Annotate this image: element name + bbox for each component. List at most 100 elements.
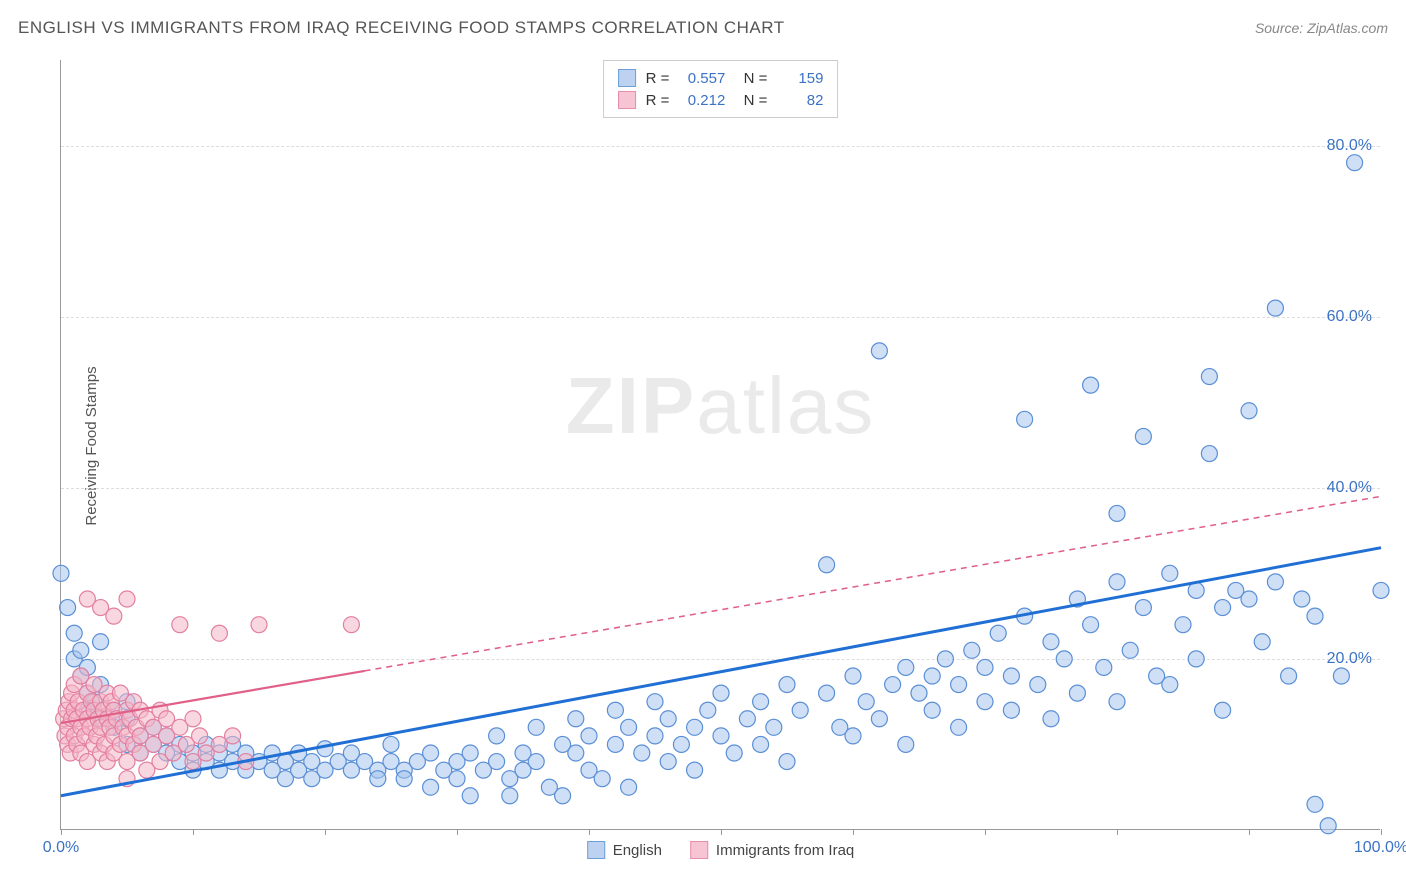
- data-point: [528, 719, 544, 735]
- data-point: [621, 779, 637, 795]
- data-point: [1003, 668, 1019, 684]
- data-point: [1069, 685, 1085, 701]
- data-point: [1188, 651, 1204, 667]
- data-point: [66, 625, 82, 641]
- legend-n-label: N =: [735, 92, 767, 109]
- data-point: [1096, 659, 1112, 675]
- data-point: [660, 754, 676, 770]
- data-point: [1215, 702, 1231, 718]
- data-point: [779, 754, 795, 770]
- data-point: [634, 745, 650, 761]
- data-point: [1307, 608, 1323, 624]
- data-point: [1083, 377, 1099, 393]
- data-point: [1347, 155, 1363, 171]
- legend-n-value: 82: [777, 92, 823, 109]
- data-point: [871, 343, 887, 359]
- data-point: [53, 565, 69, 581]
- data-point: [1162, 565, 1178, 581]
- data-point: [753, 694, 769, 710]
- x-tick-label: 100.0%: [1354, 839, 1406, 857]
- data-point: [462, 788, 478, 804]
- data-point: [1241, 591, 1257, 607]
- data-point: [1003, 702, 1019, 718]
- data-point: [779, 677, 795, 693]
- data-point: [1333, 668, 1349, 684]
- data-point: [937, 651, 953, 667]
- data-point: [383, 736, 399, 752]
- data-point: [1320, 818, 1336, 834]
- data-point: [462, 745, 478, 761]
- correlation-legend: R =0.557 N =159R =0.212 N =82: [603, 60, 839, 118]
- data-point: [977, 659, 993, 675]
- data-point: [647, 728, 663, 744]
- data-point: [1373, 582, 1389, 598]
- data-point: [1175, 617, 1191, 633]
- data-point: [185, 711, 201, 727]
- data-point: [898, 736, 914, 752]
- data-point: [647, 694, 663, 710]
- legend-n-value: 159: [777, 70, 823, 87]
- x-tick: [721, 829, 722, 835]
- data-point: [739, 711, 755, 727]
- data-point: [845, 668, 861, 684]
- data-point: [172, 617, 188, 633]
- data-point: [555, 788, 571, 804]
- x-tick: [61, 829, 62, 835]
- data-point: [1109, 505, 1125, 521]
- chart-title: ENGLISH VS IMMIGRANTS FROM IRAQ RECEIVIN…: [18, 18, 785, 38]
- data-point: [594, 771, 610, 787]
- x-tick: [325, 829, 326, 835]
- series-legend-item: English: [587, 841, 662, 859]
- data-point: [1135, 600, 1151, 616]
- data-point: [423, 745, 439, 761]
- data-point: [192, 728, 208, 744]
- data-point: [924, 668, 940, 684]
- data-point: [990, 625, 1006, 641]
- data-point: [489, 728, 505, 744]
- x-tick: [1249, 829, 1250, 835]
- x-tick: [985, 829, 986, 835]
- data-point: [1162, 677, 1178, 693]
- data-point: [898, 659, 914, 675]
- data-point: [951, 677, 967, 693]
- series-legend: English Immigrants from Iraq: [587, 841, 855, 859]
- data-point: [964, 642, 980, 658]
- series-legend-item: Immigrants from Iraq: [690, 841, 854, 859]
- data-point: [1030, 677, 1046, 693]
- data-point: [660, 711, 676, 727]
- data-point: [977, 694, 993, 710]
- x-tick: [589, 829, 590, 835]
- legend-swatch: [618, 91, 636, 109]
- data-point: [766, 719, 782, 735]
- data-point: [370, 771, 386, 787]
- data-point: [911, 685, 927, 701]
- data-point: [106, 608, 122, 624]
- legend-swatch: [690, 841, 708, 859]
- data-point: [1215, 600, 1231, 616]
- data-point: [1254, 634, 1270, 650]
- legend-n-label: N =: [735, 70, 767, 87]
- data-point: [1267, 300, 1283, 316]
- data-point: [1241, 403, 1257, 419]
- data-point: [871, 711, 887, 727]
- data-point: [1056, 651, 1072, 667]
- data-point: [343, 617, 359, 633]
- data-point: [673, 736, 689, 752]
- data-point: [1281, 668, 1297, 684]
- data-point: [885, 677, 901, 693]
- data-point: [819, 557, 835, 573]
- data-point: [1267, 574, 1283, 590]
- data-point: [449, 771, 465, 787]
- data-point: [489, 754, 505, 770]
- data-point: [713, 685, 729, 701]
- data-point: [119, 591, 135, 607]
- chart-svg: [61, 60, 1380, 829]
- data-point: [924, 702, 940, 718]
- data-point: [1135, 428, 1151, 444]
- data-point: [687, 762, 703, 778]
- data-point: [1307, 796, 1323, 812]
- data-point: [1109, 574, 1125, 590]
- data-point: [1294, 591, 1310, 607]
- data-point: [1083, 617, 1099, 633]
- data-point: [1017, 411, 1033, 427]
